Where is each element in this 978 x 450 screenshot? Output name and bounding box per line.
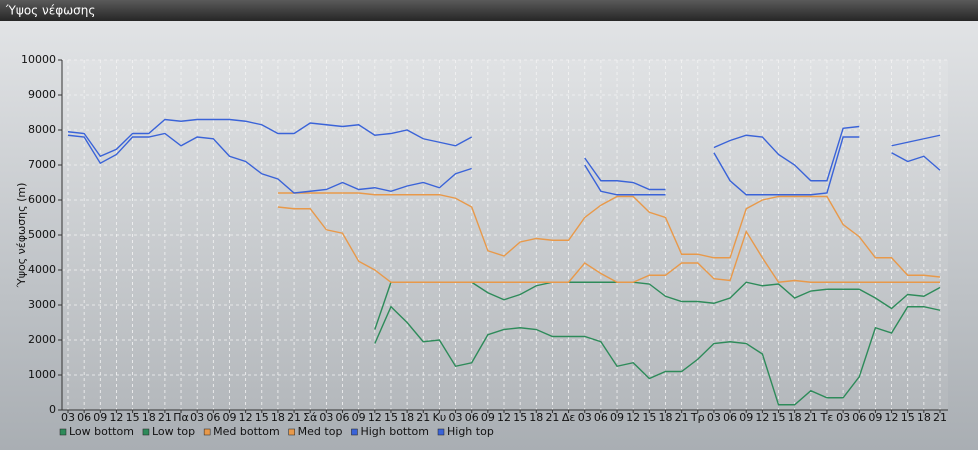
x-tick-label: 18 (271, 411, 285, 424)
legend-label: High bottom (360, 425, 429, 438)
x-tick-label: 21 (675, 411, 689, 424)
x-tick-label: 18 (917, 411, 931, 424)
x-tick-label: 15 (255, 411, 269, 424)
x-tick-label: 09 (352, 411, 366, 424)
legend-swatch (142, 428, 150, 436)
x-tick-label: 18 (142, 411, 156, 424)
series-line (277, 206, 940, 283)
x-tick-label: 18 (529, 411, 543, 424)
y-tick-label: 5000 (28, 228, 56, 241)
legend-label: Med top (298, 425, 343, 438)
x-tick-label: 15 (513, 411, 527, 424)
legend-label: High top (447, 425, 494, 438)
x-tick-label: 03 (190, 411, 204, 424)
x-tick-label: 12 (755, 411, 769, 424)
x-tick-label: Τε (820, 411, 834, 424)
x-tick-label: 21 (287, 411, 301, 424)
x-tick-label: 03 (319, 411, 333, 424)
legend-swatch (437, 428, 445, 436)
x-tick-label: 15 (126, 411, 140, 424)
y-tick-label: 2000 (28, 333, 56, 346)
x-tick-label: 03 (578, 411, 592, 424)
series-line (374, 305, 941, 406)
x-tick-label: Δε (562, 411, 576, 424)
x-tick-label: 09 (481, 411, 495, 424)
x-tick-label: 06 (77, 411, 91, 424)
legend-label: Low top (152, 425, 195, 438)
series-line (277, 192, 941, 278)
x-tick-label: 12 (626, 411, 640, 424)
x-tick-label: 18 (658, 411, 672, 424)
y-tick-label: 7000 (28, 158, 56, 171)
x-tick-label: 03 (449, 411, 463, 424)
x-tick-label: 06 (336, 411, 350, 424)
x-tick-label: 12 (239, 411, 253, 424)
x-tick-label: Τρ (690, 411, 705, 424)
x-tick-label: 06 (594, 411, 608, 424)
x-tick-label: 15 (901, 411, 915, 424)
x-tick-label: 09 (93, 411, 107, 424)
x-tick-label: 03 (707, 411, 721, 424)
x-tick-label: 12 (368, 411, 382, 424)
legend-label: Med bottom (213, 425, 280, 438)
window-title: Ύψος νέφωσης (5, 4, 95, 18)
x-tick-label: 18 (400, 411, 414, 424)
x-tick-label: 18 (788, 411, 802, 424)
x-tick-label: 12 (497, 411, 511, 424)
x-tick-label: Πα (173, 411, 189, 424)
x-tick-label: 09 (222, 411, 236, 424)
x-tick-label: 21 (158, 411, 172, 424)
x-tick-label: 21 (804, 411, 818, 424)
x-tick-label: 12 (109, 411, 123, 424)
x-tick-label: Σά (303, 411, 317, 424)
title-bar (0, 0, 978, 21)
x-tick-label: 12 (885, 411, 899, 424)
x-tick-label: 06 (206, 411, 220, 424)
y-tick-label: 8000 (28, 123, 56, 136)
x-tick-label: 15 (642, 411, 656, 424)
x-tick-label: 03 (61, 411, 75, 424)
x-tick-label: 21 (416, 411, 430, 424)
x-tick-label: Κυ (433, 411, 447, 424)
legend-swatch (288, 428, 295, 436)
x-tick-label: 15 (772, 411, 786, 424)
legend-swatch (351, 428, 358, 436)
y-tick-label: 3000 (28, 298, 56, 311)
y-tick-label: 4000 (28, 263, 56, 276)
x-tick-label: 06 (852, 411, 866, 424)
x-tick-label: 09 (610, 411, 624, 424)
x-tick-label: 06 (723, 411, 737, 424)
y-axis-label: Ύψος νέφωσης (m) (15, 183, 28, 289)
x-tick-label: 21 (933, 411, 947, 424)
x-tick-label: 21 (545, 411, 559, 424)
legend-label: Low bottom (69, 425, 134, 438)
y-tick-label: 9000 (28, 88, 56, 101)
x-tick-label: 09 (739, 411, 753, 424)
series-line (67, 118, 941, 191)
legend-swatch (59, 428, 67, 436)
y-tick-label: 6000 (28, 193, 56, 206)
y-tick-label: 10000 (21, 53, 56, 66)
x-tick-label: 09 (868, 411, 882, 424)
legend-swatch (203, 428, 211, 436)
x-tick-label: 03 (836, 411, 850, 424)
x-tick-label: 06 (465, 411, 479, 424)
y-tick-label: 0 (49, 403, 56, 416)
series-line (67, 132, 941, 196)
x-tick-label: 15 (384, 411, 398, 424)
y-tick-label: 1000 (28, 368, 56, 381)
